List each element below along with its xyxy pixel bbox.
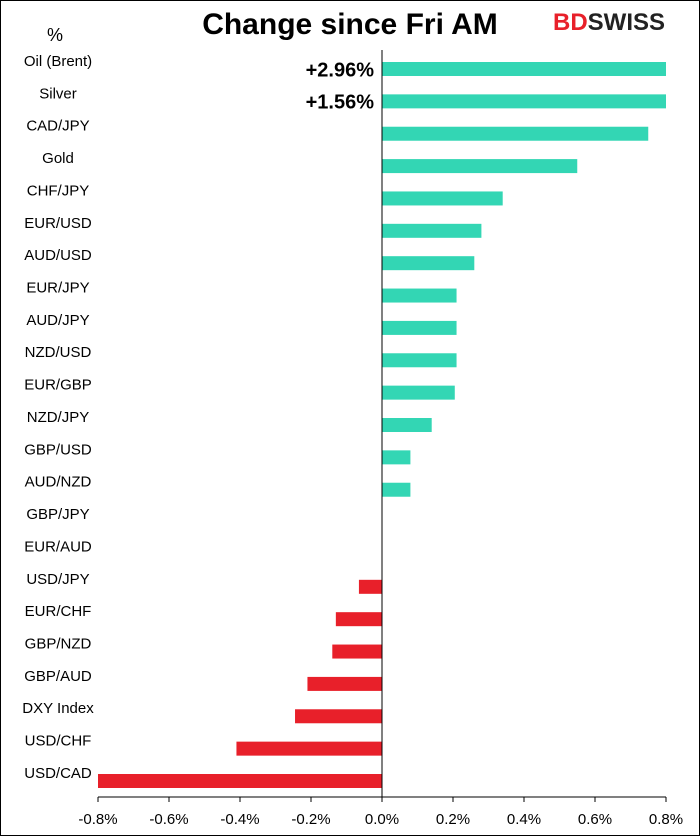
bar xyxy=(382,126,649,141)
bar xyxy=(332,644,382,659)
x-tick-label: -0.2% xyxy=(291,811,330,828)
y-tick-label: EUR/CHF xyxy=(25,603,92,620)
bar xyxy=(382,223,482,238)
y-tick-label: AUD/USD xyxy=(24,247,92,264)
y-tick-label: GBP/NZD xyxy=(25,636,92,653)
logo: BDSWISS xyxy=(553,9,665,36)
logo-part: BD xyxy=(553,9,588,36)
value-label: +2.96% xyxy=(306,59,375,81)
bar xyxy=(98,774,382,788)
bar xyxy=(382,159,578,174)
bar xyxy=(382,418,432,432)
y-tick-label: AUD/JPY xyxy=(26,312,89,329)
y-tick-label: CAD/JPY xyxy=(26,118,89,135)
value-label: +1.56% xyxy=(306,92,375,114)
x-tick-label: 0.2% xyxy=(436,811,470,828)
y-tick-label: EUR/GBP xyxy=(24,377,92,394)
y-tick-label: EUR/USD xyxy=(24,215,92,232)
x-tick-label: -0.6% xyxy=(149,811,188,828)
y-tick-label: USD/CAD xyxy=(24,765,92,782)
y-tick-label: CHF/JPY xyxy=(27,182,90,199)
chart-title: Change since Fri AM xyxy=(202,8,498,41)
bars xyxy=(98,62,666,788)
y-tick-label: GBP/USD xyxy=(24,441,92,458)
bar xyxy=(382,385,455,400)
bar xyxy=(382,288,457,303)
y-label: % xyxy=(47,25,63,45)
y-tick-label: NZD/JPY xyxy=(27,409,90,426)
bar xyxy=(382,94,666,109)
bar xyxy=(382,353,457,368)
logo-part: SWISS xyxy=(588,9,665,36)
y-tick-label: GBP/AUD xyxy=(24,668,92,685)
y-tick-label: USD/JPY xyxy=(26,571,89,588)
x-tick-label: 0.8% xyxy=(649,811,683,828)
y-tick-label: AUD/NZD xyxy=(25,474,92,491)
y-tick-label: Gold xyxy=(42,150,74,167)
bar xyxy=(382,482,411,497)
y-tick-label: DXY Index xyxy=(22,700,94,717)
x-tick-label: 0.4% xyxy=(507,811,541,828)
y-tick-label: GBP/JPY xyxy=(26,506,89,523)
bar xyxy=(382,191,503,206)
bar xyxy=(295,709,382,724)
y-tick-label: NZD/USD xyxy=(25,344,92,361)
bar xyxy=(382,62,666,76)
x-tick-label: -0.4% xyxy=(220,811,259,828)
y-tick-label: USD/CHF xyxy=(25,733,92,750)
y-tick-label: EUR/JPY xyxy=(26,280,89,297)
x-tick-label: 0.6% xyxy=(578,811,612,828)
bar xyxy=(236,741,382,756)
y-tick-label: Silver xyxy=(39,85,77,102)
x-tick-label: -0.8% xyxy=(78,811,117,828)
bar xyxy=(358,579,382,594)
bar xyxy=(382,320,457,335)
bar xyxy=(335,612,382,627)
bar xyxy=(382,450,411,465)
y-tick-label: Oil (Brent) xyxy=(24,53,92,70)
bar xyxy=(382,256,475,271)
y-tick-label: EUR/AUD xyxy=(24,538,92,555)
bar xyxy=(307,676,382,691)
x-tick-label: 0.0% xyxy=(365,811,399,828)
